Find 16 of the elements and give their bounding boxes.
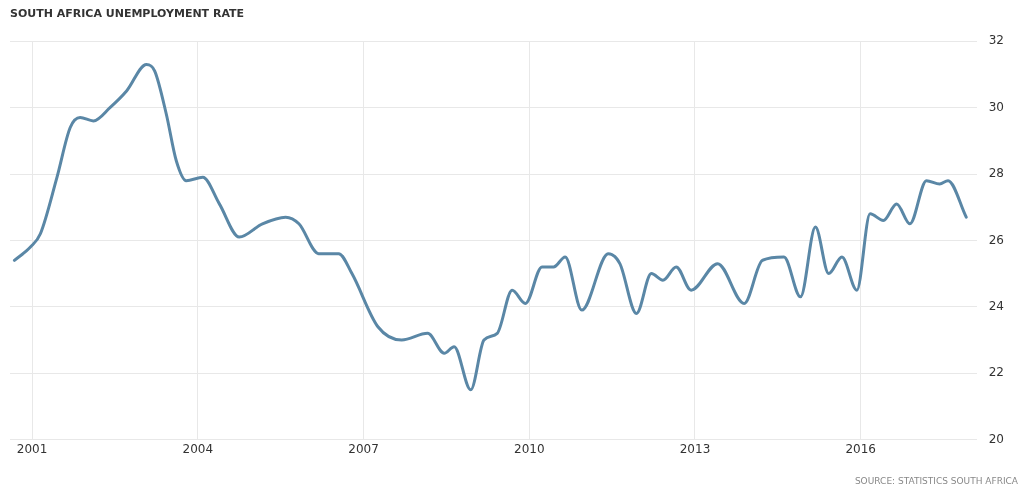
- x-tick-label: 2010: [514, 441, 545, 456]
- y-tick-label: 30: [988, 99, 1005, 114]
- y-tick-label: 26: [988, 232, 1005, 247]
- y-tick-label: 32: [988, 33, 1005, 48]
- x-tick-label: 2004: [182, 441, 214, 456]
- y-tick-label: 24: [988, 298, 1005, 313]
- y-tick-label: 20: [988, 431, 1005, 446]
- line-series: [12, 62, 968, 392]
- chart-title: SOUTH AFRICA UNEMPLOYMENT RATE: [10, 7, 245, 21]
- x-tick-label: 2013: [679, 441, 711, 456]
- x-tick-label: 2007: [348, 441, 379, 456]
- x-tick-label: 2001: [16, 441, 48, 456]
- x-tick-label: 2016: [845, 441, 876, 456]
- y-tick-label: 22: [988, 365, 1005, 380]
- y-tick-label: 28: [988, 166, 1005, 181]
- source-note: SOURCE: STATISTICS SOUTH AFRICA: [854, 476, 1018, 486]
